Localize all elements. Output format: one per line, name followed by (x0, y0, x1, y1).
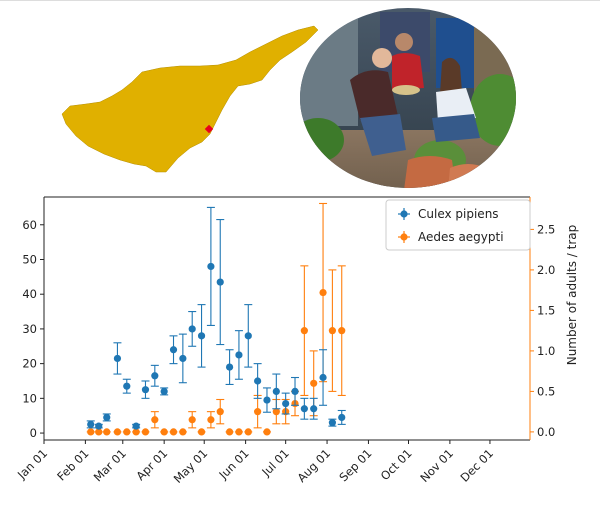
culex-point (319, 373, 327, 382)
y2-tick-label: 2.5 (537, 222, 555, 236)
culex-point (291, 387, 299, 395)
x-tick-label: Nov 01 (417, 446, 456, 485)
aedes-point (216, 408, 224, 416)
aedes-point (132, 428, 140, 436)
culex-point (207, 262, 215, 271)
culex-point (310, 405, 318, 413)
culex-point (254, 377, 262, 385)
legend-item-culex: Culex pipiens (398, 207, 499, 221)
culex-point (235, 351, 243, 359)
culex-point (197, 332, 206, 340)
y2-tick-label: 0.5 (537, 384, 555, 398)
culex-point (179, 354, 187, 363)
x-tick-label: Dec 01 (457, 446, 496, 485)
y-tick-label: 20 (22, 357, 37, 371)
y-tick-label: 30 (22, 322, 37, 336)
culex-point (169, 346, 178, 354)
culex-point (132, 422, 140, 430)
series-culex-pipiens (86, 206, 346, 430)
y-tick-label: 10 (22, 391, 37, 405)
culex-point (216, 278, 224, 286)
x-tick-label: Jul 01 (258, 446, 291, 479)
aedes-point (328, 327, 336, 335)
aedes-point (151, 416, 159, 424)
culex-point (328, 419, 336, 427)
cyprus-map (61, 25, 319, 173)
location-marker (204, 124, 214, 134)
culex-point (103, 413, 111, 422)
field-team-photo (300, 8, 516, 188)
aedes-point (235, 428, 243, 436)
aedes-point (87, 428, 95, 436)
aedes-point (103, 428, 111, 436)
aedes-point (169, 428, 178, 436)
x-tick-label: Aug 01 (294, 446, 333, 485)
y2-axis-label: Number of adults / trap (565, 225, 579, 366)
aedes-point (263, 428, 271, 436)
aedes-point (160, 428, 168, 436)
culex-point (160, 387, 168, 395)
aedes-point (300, 327, 308, 335)
aedes-point (141, 428, 150, 436)
aedes-point (207, 416, 215, 424)
aedes-point (179, 428, 187, 436)
x-tick-label: Oct 01 (378, 446, 415, 483)
y-tick-label: 50 (22, 252, 37, 266)
x-tick-label: Apr 01 (133, 446, 170, 483)
x-axis: Jan 01 Feb 01 Mar 01 Apr 01 May 01 Jun 01 Jul … (14, 440, 496, 486)
culex-point (263, 396, 271, 404)
x-tick-label: Mar 01 (91, 446, 129, 484)
y-tick-label: 40 (22, 287, 37, 301)
aedes-point (319, 288, 327, 297)
y2-tick-label: 2.0 (537, 263, 555, 277)
x-tick-label: May 01 (171, 446, 211, 486)
legend-item-aedes: Aedes aegypti (398, 230, 504, 244)
x-tick-label: Feb 01 (54, 446, 91, 483)
x-tick-label: Sep 01 (336, 446, 374, 484)
legend-label-aedes: Aedes aegypti (418, 230, 504, 244)
y2-tick-label: 0.0 (537, 425, 555, 439)
culex-point (151, 372, 159, 380)
culex-point (123, 382, 131, 390)
aedes-point (225, 428, 234, 436)
x-tick-label: Jun 01 (215, 446, 251, 482)
culex-point (282, 399, 290, 408)
y-axis-right: 0.0 0.5 1.0 1.5 2.0 2.5 (530, 222, 555, 439)
aedes-point (310, 379, 318, 387)
culex-point (338, 413, 346, 422)
culex-point (188, 325, 196, 333)
culex-point (113, 354, 122, 363)
culex-point (272, 387, 280, 395)
legend: Culex pipiens Aedes aegypti (385, 199, 531, 251)
y2-tick-label: 1.5 (537, 303, 555, 317)
chart: Jan 01 Feb 01 Mar 01 Apr 01 May 01 Jun 01 Jul … (14, 196, 579, 486)
y2-tick-label: 1.0 (537, 344, 555, 358)
culex-point (87, 420, 95, 428)
aedes-point (254, 408, 262, 416)
aedes-point (272, 408, 280, 416)
culex-point (244, 332, 252, 340)
y-tick-label: 0 (30, 426, 37, 440)
aedes-point (113, 428, 122, 436)
aedes-point (188, 416, 196, 424)
aedes-point (244, 428, 252, 436)
culex-point (141, 386, 150, 394)
aedes-point (95, 428, 103, 436)
x-tick-label: Jan 01 (14, 446, 50, 482)
y-tick-label: 60 (22, 218, 37, 232)
y-axis-left: 0 10 20 30 40 50 60 (22, 218, 44, 440)
aedes-point (338, 327, 346, 335)
culex-point (225, 363, 234, 371)
culex-point (95, 422, 103, 430)
aedes-point (197, 428, 206, 436)
series-aedes-aegypti (86, 202, 346, 436)
aedes-point (123, 428, 131, 436)
legend-label-culex: Culex pipiens (418, 207, 499, 221)
culex-point (300, 405, 308, 413)
